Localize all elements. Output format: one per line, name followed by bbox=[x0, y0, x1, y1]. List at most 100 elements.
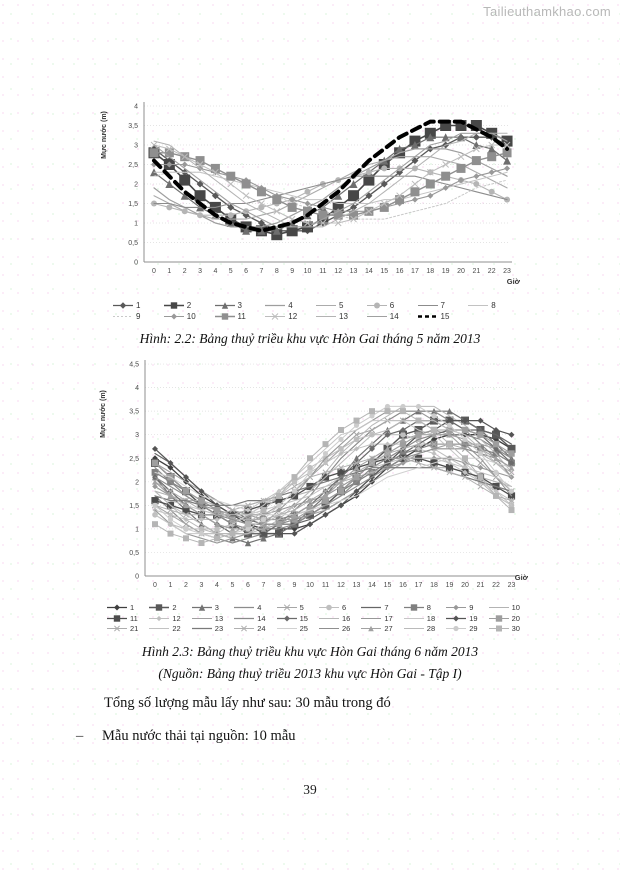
svg-text:1: 1 bbox=[167, 268, 171, 275]
legend-line-sample-icon bbox=[149, 604, 170, 611]
legend-line-sample-icon bbox=[265, 313, 286, 320]
legend-label: 14 bbox=[257, 613, 266, 623]
svg-text:8: 8 bbox=[275, 268, 279, 275]
svg-text:4: 4 bbox=[215, 582, 219, 589]
legend-label: 15 bbox=[440, 312, 450, 321]
legend-label: 8 bbox=[491, 301, 496, 310]
svg-text:15: 15 bbox=[384, 582, 392, 589]
legend-item-12: 12 bbox=[264, 312, 315, 321]
legend-item-4: 4 bbox=[233, 603, 275, 612]
svg-text:4: 4 bbox=[134, 104, 138, 111]
svg-text:0: 0 bbox=[134, 260, 138, 267]
legend-label: 20 bbox=[511, 613, 520, 623]
svg-text:Giờ: Giờ bbox=[507, 277, 521, 286]
legend-item-22: 22 bbox=[148, 624, 190, 633]
legend-line-sample-icon bbox=[163, 313, 184, 320]
legend-label: 16 bbox=[342, 613, 351, 623]
svg-text:2: 2 bbox=[184, 582, 188, 589]
legend-line-sample-icon bbox=[403, 617, 424, 619]
svg-text:Mực nước (m): Mực nước (m) bbox=[101, 111, 108, 159]
svg-text:6: 6 bbox=[244, 268, 248, 275]
svg-text:3: 3 bbox=[198, 268, 202, 275]
svg-text:13: 13 bbox=[350, 268, 358, 275]
svg-text:0: 0 bbox=[152, 268, 156, 275]
svg-text:2,5: 2,5 bbox=[129, 456, 139, 463]
legend-item-4: 4 bbox=[264, 301, 315, 310]
legend-item-11: 11 bbox=[214, 312, 265, 321]
chart-2-2-legend: 1 2 3 4 5 6 7 8 9 10 11 12 13 14 15 bbox=[112, 301, 518, 321]
legend-label: 18 bbox=[426, 613, 436, 623]
legend-label: 6 bbox=[342, 603, 347, 612]
svg-text:9: 9 bbox=[290, 268, 294, 275]
svg-text:7: 7 bbox=[262, 582, 266, 589]
legend-line-sample-icon bbox=[446, 604, 467, 611]
legend-line-sample-icon bbox=[403, 628, 424, 629]
svg-text:2,5: 2,5 bbox=[128, 162, 138, 169]
legend-item-12: 12 bbox=[148, 614, 190, 623]
svg-text:14: 14 bbox=[365, 268, 373, 275]
legend-label: 19 bbox=[469, 613, 478, 623]
legend-label: 2 bbox=[186, 301, 192, 310]
legend-label: 26 bbox=[342, 624, 351, 633]
svg-text:15: 15 bbox=[380, 268, 388, 275]
legend-label: 17 bbox=[384, 613, 393, 623]
legend-label: 30 bbox=[511, 624, 520, 633]
svg-text:21: 21 bbox=[472, 268, 480, 275]
legend-item-24: 24 bbox=[233, 624, 275, 633]
legend-line-sample-icon bbox=[163, 302, 184, 309]
legend-item-1: 1 bbox=[112, 301, 163, 310]
legend-label: 27 bbox=[384, 624, 393, 633]
svg-text:5: 5 bbox=[231, 582, 235, 589]
legend-line-sample-icon bbox=[446, 625, 467, 632]
legend-line-sample-icon bbox=[276, 615, 297, 621]
legend-label: 13 bbox=[214, 613, 224, 623]
legend-item-8: 8 bbox=[467, 301, 518, 310]
legend-line-sample-icon bbox=[488, 625, 509, 632]
legend-label: 8 bbox=[426, 603, 431, 612]
chart-2-2-svg: 00,511,522,533,540 1 2 3 4 5 6 7 8 9 10 11 12 13 14 15 1… bbox=[101, 102, 521, 286]
svg-text:1: 1 bbox=[134, 221, 138, 228]
legend-label: 7 bbox=[440, 301, 445, 310]
sample-total-text: Tổng số lượng mẫu lấy như sau: 30 mẫu tr… bbox=[104, 695, 391, 711]
legend-label: 15 bbox=[299, 613, 308, 623]
legend-line-sample-icon bbox=[366, 315, 387, 318]
legend-label: 5 bbox=[299, 603, 304, 612]
legend-label: 1 bbox=[130, 603, 135, 612]
legend-item-20: 20 bbox=[488, 614, 530, 623]
legend-item-7: 7 bbox=[360, 603, 402, 612]
svg-text:22: 22 bbox=[488, 268, 496, 275]
svg-text:1,5: 1,5 bbox=[129, 503, 139, 510]
legend-label: 7 bbox=[384, 603, 389, 612]
svg-text:11: 11 bbox=[322, 582, 329, 589]
legend-label: 3 bbox=[237, 301, 242, 310]
legend-item-6: 6 bbox=[318, 603, 360, 612]
legend-line-sample-icon bbox=[417, 315, 438, 318]
legend-line-sample-icon bbox=[214, 313, 235, 320]
legend-line-sample-icon bbox=[488, 614, 509, 622]
legend-label: 24 bbox=[257, 624, 266, 633]
legend-item-13: 13 bbox=[191, 614, 233, 623]
figure-2-3-caption: Hình 2.3: Bảng thuỷ triều khu vực Hòn Ga… bbox=[141, 644, 479, 659]
legend-item-5: 5 bbox=[315, 301, 366, 310]
legend-item-14: 14 bbox=[366, 312, 417, 321]
legend-label: 2 bbox=[172, 603, 177, 612]
figure-2-3-source: (Nguồn: Bảng thuỷ triều 2013 khu vực Hòn… bbox=[158, 666, 462, 681]
legend-item-2: 2 bbox=[148, 603, 190, 612]
legend-line-sample-icon bbox=[265, 304, 286, 307]
legend-line-sample-icon bbox=[446, 615, 467, 621]
legend-label: 9 bbox=[469, 603, 474, 612]
svg-text:17: 17 bbox=[415, 582, 423, 589]
svg-text:11: 11 bbox=[319, 268, 326, 275]
svg-text:Giờ: Giờ bbox=[515, 573, 529, 582]
legend-line-sample-icon bbox=[107, 604, 127, 611]
legend-line-sample-icon bbox=[316, 304, 336, 307]
legend-item-9: 9 bbox=[445, 603, 487, 612]
legend-line-sample-icon bbox=[361, 625, 382, 632]
legend-line-sample-icon bbox=[361, 606, 382, 609]
legend-item-8: 8 bbox=[403, 603, 445, 612]
legend-line-sample-icon bbox=[234, 617, 255, 619]
legend-item-28: 28 bbox=[403, 624, 445, 633]
svg-text:19: 19 bbox=[446, 582, 454, 589]
legend-item-5: 5 bbox=[276, 603, 318, 612]
legend-line-sample-icon bbox=[191, 617, 212, 619]
